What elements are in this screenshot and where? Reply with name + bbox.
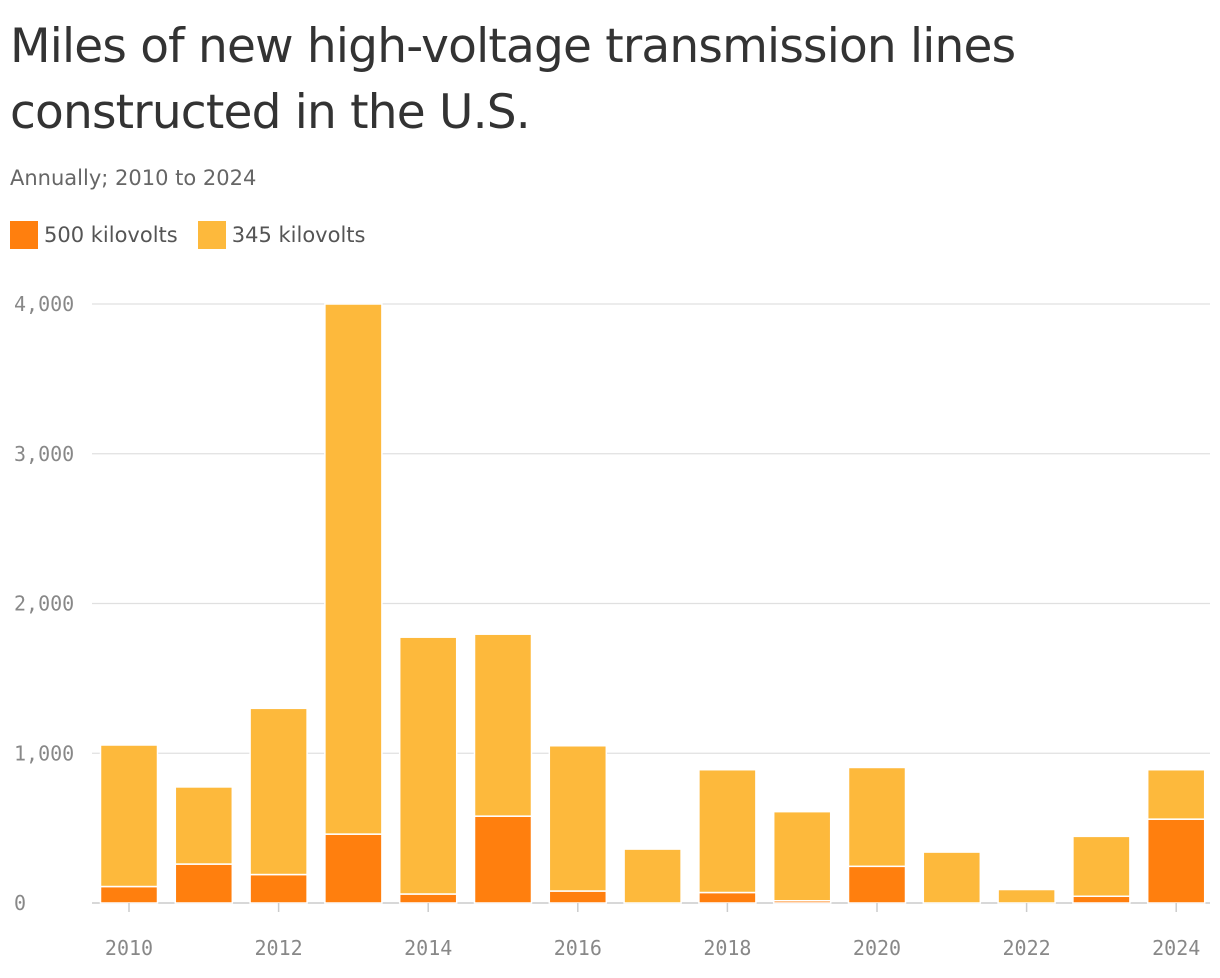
- x-tick-label: 2012: [255, 936, 303, 960]
- bar-2022-345kv: [997, 888, 1056, 904]
- legend-swatch-345kv: [197, 221, 226, 249]
- legend-swatch-500kv: [10, 221, 38, 249]
- y-tick-label: 2,000: [14, 592, 74, 616]
- bar-2018-345kv: [698, 768, 757, 894]
- bar-2014-500kv: [398, 893, 458, 904]
- bar-2010-500kv: [99, 885, 159, 904]
- y-tick-label: 3,000: [14, 442, 74, 466]
- bar-2012-345kv: [249, 707, 308, 876]
- bar-2012-500kv: [249, 873, 308, 904]
- x-tick-label: 2010: [105, 936, 153, 960]
- bar-2020-500kv: [847, 865, 907, 904]
- x-tick-label: 2014: [404, 936, 452, 960]
- bar-2016-500kv: [548, 890, 608, 904]
- bar-2014-345kv: [398, 636, 458, 895]
- bar-2024-500kv: [1146, 818, 1206, 904]
- x-tick-label: 2024: [1152, 936, 1200, 960]
- legend-label-500kv: 500 kilovolts: [44, 223, 178, 247]
- bar-2011-345kv: [174, 786, 234, 865]
- bar-2020-345kv: [847, 766, 907, 868]
- legend-item-345kv: 345 kilovolts: [197, 221, 366, 249]
- bar-2024-345kv: [1146, 768, 1206, 820]
- bar-2013-345kv: [324, 303, 383, 835]
- chart-legend: 500 kilovolts 345 kilovolts: [10, 221, 385, 249]
- legend-label-345kv: 345 kilovolts: [231, 223, 366, 247]
- chart-subtitle: Annually; 2010 to 2024: [10, 166, 257, 190]
- bar-2013-500kv: [324, 833, 383, 904]
- y-tick-label: 0: [14, 891, 26, 915]
- legend-item-500kv: 500 kilovolts: [10, 221, 178, 249]
- bar-2010-345kv: [99, 744, 159, 888]
- bar-2018-500kv: [698, 891, 757, 904]
- bar-2015-345kv: [473, 633, 533, 817]
- x-tick-label: 2020: [853, 936, 901, 960]
- x-tick-label: 2018: [703, 936, 751, 960]
- bar-2021-345kv: [922, 851, 982, 904]
- x-tick-label: 2016: [554, 936, 602, 960]
- bar-2023-345kv: [1072, 835, 1131, 898]
- bar-2015-500kv: [473, 815, 533, 904]
- y-tick-label: 1,000: [14, 741, 74, 765]
- bar-2019-345kv: [772, 810, 832, 902]
- chart-title: Miles of new high-voltage transmission l…: [10, 19, 1016, 140]
- bar-2016-345kv: [548, 745, 608, 892]
- bar-2011-500kv: [174, 863, 234, 904]
- x-tick-label: 2022: [1003, 936, 1051, 960]
- bar-2023-500kv: [1072, 895, 1131, 904]
- bar-2017-345kv: [623, 848, 682, 904]
- y-tick-label: 4,000: [14, 292, 74, 316]
